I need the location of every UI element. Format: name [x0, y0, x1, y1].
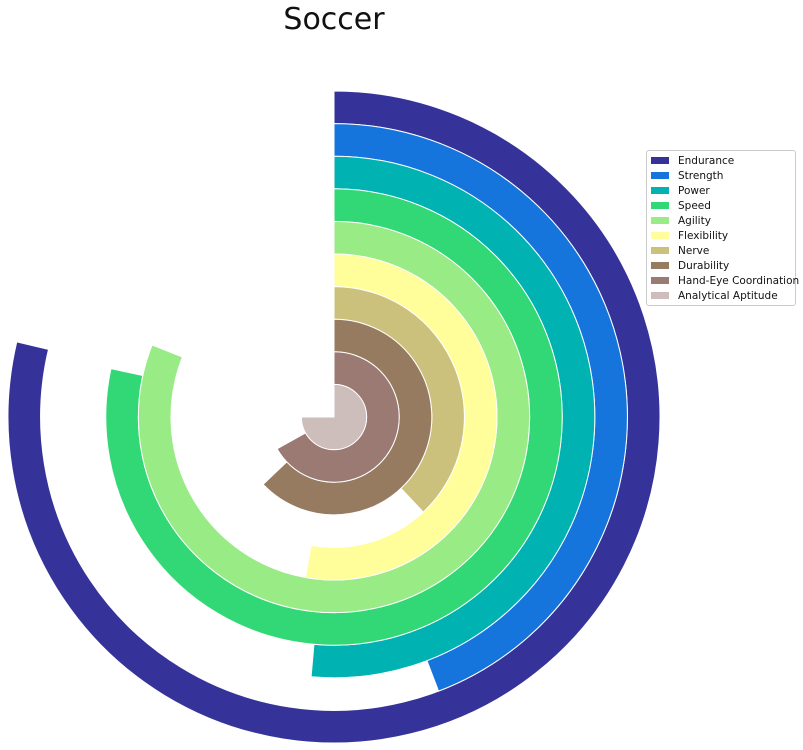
legend-swatch — [651, 292, 669, 299]
legend-item: Nerve — [651, 243, 795, 258]
legend-item: Analytical Aptitude — [651, 288, 795, 303]
legend-label: Endurance — [678, 154, 735, 167]
legend-item: Speed — [651, 198, 795, 213]
chart-title: Soccer — [283, 2, 385, 37]
legend-swatch — [651, 172, 669, 179]
legend: Endurance Strength Power Speed Agility Flexib… — [646, 150, 799, 306]
legend-label: Analytical Aptitude — [678, 289, 778, 302]
legend-label: Hand-Eye Coordination — [678, 274, 800, 287]
bar-analytical-aptitude — [300, 383, 368, 451]
legend-swatch — [651, 262, 669, 269]
legend-label: Strength — [678, 169, 724, 182]
legend-swatch — [651, 232, 669, 239]
legend-item: Power — [651, 183, 795, 198]
legend-swatch — [651, 202, 669, 209]
legend-label: Nerve — [678, 244, 710, 257]
legend-swatch — [651, 157, 669, 164]
legend-swatch — [651, 277, 669, 284]
legend-label: Flexibility — [678, 229, 729, 242]
legend-swatch — [651, 187, 669, 194]
legend-swatch — [651, 217, 669, 224]
legend-label: Speed — [678, 199, 711, 212]
legend-label: Durability — [678, 259, 730, 272]
legend-item: Durability — [651, 258, 795, 273]
legend-label: Agility — [678, 214, 711, 227]
legend-swatch — [651, 247, 669, 254]
legend-item: Flexibility — [651, 228, 795, 243]
legend-item: Endurance — [651, 153, 795, 168]
legend-item: Hand-Eye Coordination — [651, 273, 799, 288]
legend-item: Strength — [651, 168, 795, 183]
legend-item: Agility — [651, 213, 795, 228]
legend-label: Power — [678, 184, 710, 197]
